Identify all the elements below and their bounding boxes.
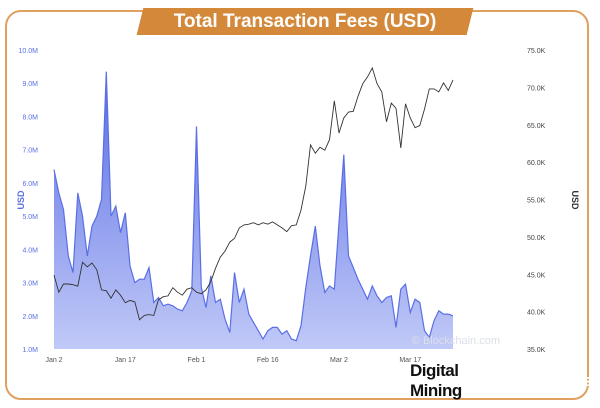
x-tick-label: Mar 17 [399,357,421,364]
right-tick-label: 75.0K [527,48,546,55]
left-axis-label: USD [16,190,26,210]
left-tick-label: 9.0M [22,81,38,88]
left-tick-label: 3.0M [22,281,38,288]
logo-text-solutions: Solutions [507,370,600,392]
fees-line [53,71,454,342]
right-tick-label: 50.0K [527,235,546,242]
price-line [53,66,454,321]
chart-title: Total Transaction Fees (USD) [173,11,437,32]
left-tick-label: 1.0M [22,347,38,354]
left-tick-label: 10.0M [19,48,39,55]
brand-logo: Digital Mining Solutions [410,361,600,400]
left-tick-label: 4.0M [22,247,38,254]
right-axis-label: USD [570,190,580,210]
right-tick-label: 60.0K [527,160,546,167]
right-tick-label: 40.0K [527,310,546,317]
right-tick-label: 55.0K [527,198,546,205]
x-tick-label: Jan 2 [45,357,62,364]
right-tick-label: 70.0K [527,85,546,92]
x-tick-label: Feb 1 [188,357,206,364]
x-tick-label: Jan 17 [115,357,136,364]
left-tick-label: 7.0M [22,148,38,155]
left-tick-label: 6.0M [22,181,38,188]
x-tick-label: Mar 2 [330,357,348,364]
left-tick-label: 2.0M [22,314,38,321]
right-tick-label: 65.0K [527,123,546,130]
watermark: © Blockchain.com [412,335,500,347]
right-tick-label: 35.0K [527,347,546,354]
left-tick-label: 5.0M [22,214,38,221]
x-tick-label: Feb 16 [257,357,279,364]
left-tick-label: 8.0M [22,114,38,121]
fees-area [54,71,453,349]
right-tick-label: 45.0K [527,272,546,279]
logo-text-digital-mining: Digital Mining [410,361,462,400]
